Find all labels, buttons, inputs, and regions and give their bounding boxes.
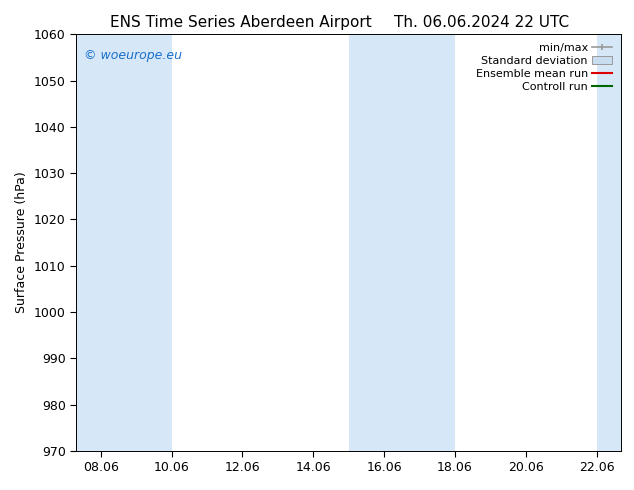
Bar	[76, 34, 172, 451]
Y-axis label: Surface Pressure (hPa): Surface Pressure (hPa)	[15, 172, 29, 314]
Text: © woeurope.eu: © woeurope.eu	[84, 49, 182, 62]
Text: ENS Time Series Aberdeen Airport: ENS Time Series Aberdeen Airport	[110, 15, 372, 30]
Bar	[597, 34, 621, 451]
Text: Th. 06.06.2024 22 UTC: Th. 06.06.2024 22 UTC	[394, 15, 569, 30]
Bar	[349, 34, 455, 451]
Legend: min/max, Standard deviation, Ensemble mean run, Controll run: min/max, Standard deviation, Ensemble me…	[472, 40, 616, 95]
